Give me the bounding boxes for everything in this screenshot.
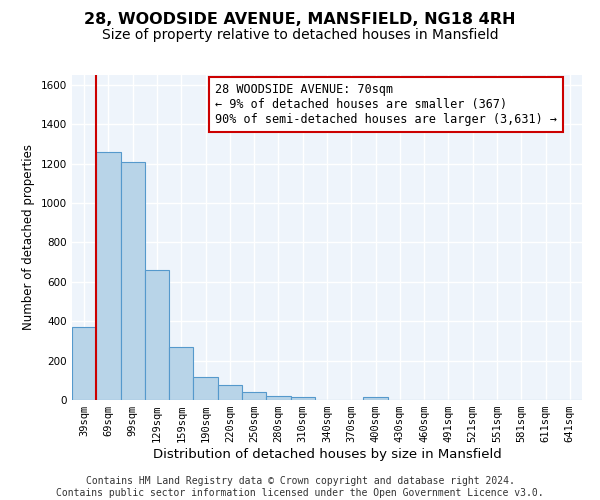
Bar (169, 347, 193, 400)
Y-axis label: Number of detached properties: Number of detached properties (22, 144, 35, 330)
Bar (121, 162, 145, 400)
Bar (266, 396, 290, 400)
Text: 28, WOODSIDE AVENUE, MANSFIELD, NG18 4RH: 28, WOODSIDE AVENUE, MANSFIELD, NG18 4RH (84, 12, 516, 28)
Bar (290, 397, 315, 400)
Bar (72, 327, 96, 400)
Bar (193, 378, 218, 400)
Bar (145, 270, 169, 400)
X-axis label: Distribution of detached houses by size in Mansfield: Distribution of detached houses by size … (152, 448, 502, 461)
Bar (96, 152, 121, 400)
Bar (364, 397, 388, 400)
Bar (242, 392, 266, 400)
Text: Size of property relative to detached houses in Mansfield: Size of property relative to detached ho… (101, 28, 499, 42)
Text: Contains HM Land Registry data © Crown copyright and database right 2024.
Contai: Contains HM Land Registry data © Crown c… (56, 476, 544, 498)
Bar (218, 385, 242, 400)
Text: 28 WOODSIDE AVENUE: 70sqm
← 9% of detached houses are smaller (367)
90% of semi-: 28 WOODSIDE AVENUE: 70sqm ← 9% of detach… (215, 83, 557, 126)
